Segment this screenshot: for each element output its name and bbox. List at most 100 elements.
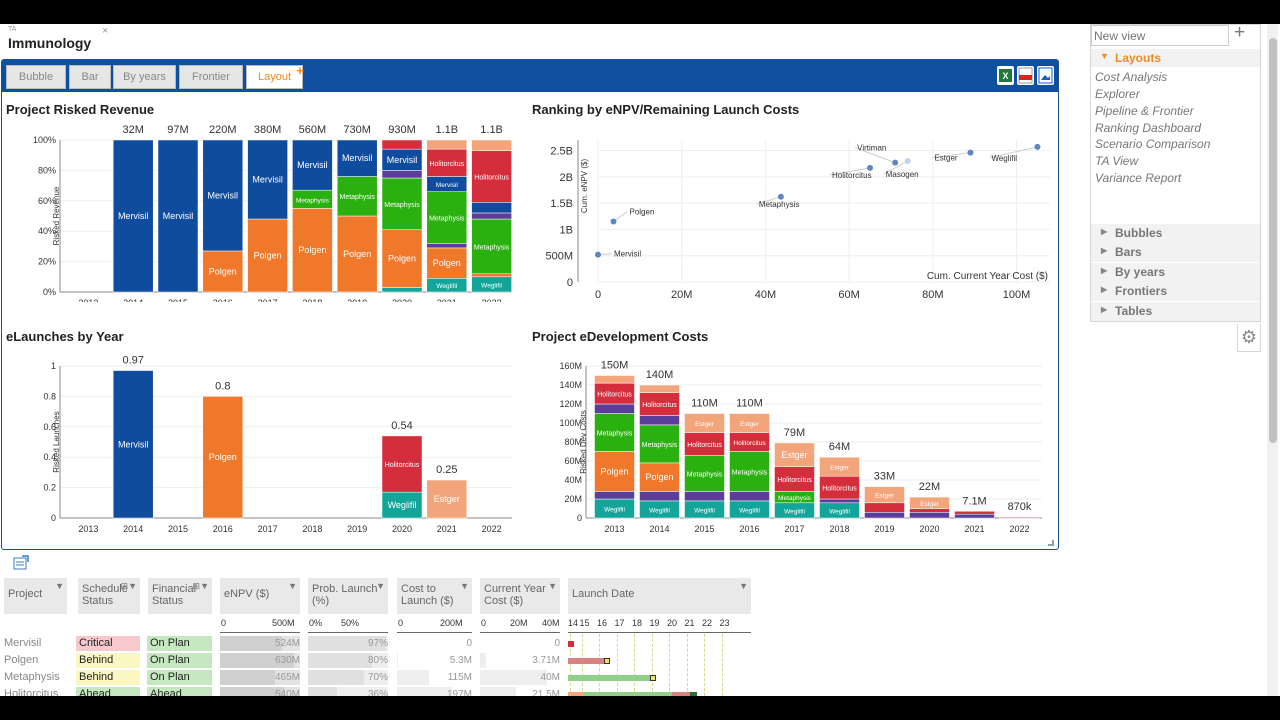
bar-segment	[336, 215, 378, 293]
add-view-button[interactable]: +	[1234, 24, 1246, 43]
layout-item[interactable]: Pipeline & Frontier	[1095, 104, 1194, 118]
layout-item[interactable]: Explorer	[1095, 87, 1140, 101]
x-tick-label: 2019	[347, 298, 367, 302]
layout-item[interactable]: Cost Analysis	[1095, 70, 1168, 84]
x-tick-label: 2014	[123, 524, 143, 534]
tab-by-years[interactable]: By years	[113, 65, 176, 89]
cyc-value: 21.5M	[532, 689, 560, 696]
bar-segment	[247, 218, 288, 293]
bar-segment-label: Mervisil	[342, 153, 373, 163]
layout-item[interactable]: Ranking Dashboard	[1095, 121, 1202, 135]
gear-icon[interactable]: ⚙	[1237, 324, 1261, 352]
bar-segment	[639, 424, 680, 464]
image-export-icon[interactable]	[1037, 66, 1054, 85]
filter-icon[interactable]: ▼	[548, 581, 557, 591]
row-project-name[interactable]: Holitorcitus	[4, 688, 59, 696]
filter-icon[interactable]: ▼	[460, 581, 469, 591]
y-axis-label: Risked Launches	[52, 411, 61, 472]
resize-grip[interactable]	[1048, 540, 1054, 546]
bar-segment-label: Weglifil	[604, 507, 625, 514]
new-view-input[interactable]	[1091, 25, 1229, 46]
bar-segment	[426, 191, 468, 244]
launch-gridline	[651, 634, 653, 696]
label-leader	[854, 147, 896, 164]
table-settings-icon[interactable]	[12, 554, 30, 572]
filter-icon[interactable]: ▼	[55, 581, 64, 591]
launch-bar-segment	[568, 658, 604, 664]
col-header-schedule[interactable]: Schedule Status ⊞▼	[78, 578, 140, 614]
bar-segment	[729, 413, 770, 433]
col-header-prob[interactable]: Prob. Launch (%) ▼	[308, 578, 388, 614]
enpv-value: 524M	[274, 638, 300, 649]
bar-segment	[471, 218, 512, 275]
launches-chart: 0 0.2 0.4 0.6 0.8 1 Risked Launches 2013 2014 Mer…	[43, 355, 512, 534]
schedule-status-cell: Ahead	[76, 687, 140, 696]
group-bars[interactable]: ▶ Bars	[1091, 243, 1260, 262]
bar-segment	[471, 150, 512, 203]
bar-segment	[864, 502, 905, 513]
col-header-financial[interactable]: Financial Status ⊞▼	[148, 578, 212, 614]
bar-segment-label: Polgen	[343, 249, 371, 259]
tab-frontier[interactable]: Frontier	[179, 65, 243, 89]
filter-icon[interactable]: ▼	[376, 581, 385, 591]
tab-layout[interactable]: Layout +	[246, 63, 304, 89]
bar-total-label: 0.25	[436, 464, 457, 476]
x-tick-label: 2018	[829, 524, 849, 534]
layout-item[interactable]: Scenario Comparison	[1095, 137, 1211, 151]
launch-axis-label: 21	[684, 618, 695, 628]
filter-icon[interactable]: ⊞▼	[192, 581, 209, 591]
y-axis-label: Cum. eNPV ($)	[580, 159, 589, 214]
tab-bubble[interactable]: Bubble	[6, 65, 66, 89]
filter-icon[interactable]: ▼	[739, 581, 748, 591]
bar-segment	[112, 139, 154, 293]
col-header-cyc[interactable]: Current Year Cost ($) ▼	[480, 578, 560, 614]
col-header-cost[interactable]: Cost to Launch ($) ▼	[397, 578, 472, 614]
group-frontiers[interactable]: ▶ Frontiers	[1091, 282, 1260, 301]
scatter-point-label: Holitorcitus	[832, 171, 872, 180]
bar-segment-label: Mervisil	[297, 160, 328, 170]
x-tick-label: 80M	[922, 289, 943, 301]
enpv-bar	[220, 636, 282, 651]
launch-axis-label: 17	[614, 618, 625, 628]
bar-segment-label: Weglifil	[784, 508, 805, 515]
filter-icon[interactable]: ▼	[288, 581, 297, 591]
excel-export-icon[interactable]: X	[997, 66, 1014, 85]
enpv-bar	[220, 670, 275, 685]
col-header-project[interactable]: Project ▼	[4, 578, 67, 614]
bar-segment	[684, 491, 725, 502]
bar-total-label: 97M	[167, 124, 188, 136]
bar-segment	[909, 512, 950, 519]
pdf-export-icon[interactable]	[1017, 66, 1034, 85]
cyc-bar	[480, 653, 487, 668]
prob-bar	[308, 687, 337, 696]
y-tick-label: 80%	[38, 165, 56, 175]
bar-total-label: 110M	[691, 398, 718, 410]
bar-segment-label: Mervisil	[436, 182, 459, 189]
tab-bar[interactable]: Bar	[69, 65, 111, 89]
bar-segment-label: Holitorcitus	[642, 402, 677, 409]
bar-segment	[292, 208, 333, 293]
col-header-enpv[interactable]: eNPV ($) ▼	[220, 578, 300, 614]
filter-icon[interactable]: ⊞▼	[120, 581, 137, 591]
row-project-name[interactable]: Metaphysis	[4, 671, 60, 683]
close-icon[interactable]: ×	[102, 25, 109, 37]
layout-item[interactable]: TA View	[1095, 154, 1139, 168]
bar-segment	[336, 176, 378, 217]
group-tables[interactable]: ▶ Tables	[1091, 302, 1260, 321]
prob-value: 97%	[367, 638, 388, 649]
layouts-section-header[interactable]: ▼ Layouts	[1091, 49, 1260, 67]
group-by-years[interactable]: ▶ By years	[1091, 263, 1260, 282]
launch-axis-label: 14	[568, 618, 579, 628]
layout-item[interactable]: Variance Report	[1095, 171, 1182, 185]
add-layout-icon[interactable]: +	[296, 63, 304, 78]
col-header-launch[interactable]: Launch Date ▼	[568, 578, 751, 614]
risked-revenue-chart: 0% 20% 40% 60% 80% 100% Risked Revenue 2013 2014…	[33, 124, 512, 302]
row-project-name[interactable]: Polgen	[4, 654, 39, 666]
group-label: By years	[1115, 265, 1166, 279]
group-bubbles[interactable]: ▶ Bubbles	[1091, 224, 1260, 243]
scrollbar-thumb[interactable]	[1269, 38, 1277, 443]
row-project-name[interactable]: Mervisil	[4, 637, 42, 649]
bar-total-label: 1.1B	[435, 124, 458, 136]
launch-gridline	[704, 634, 705, 696]
bar-segment	[381, 170, 423, 179]
